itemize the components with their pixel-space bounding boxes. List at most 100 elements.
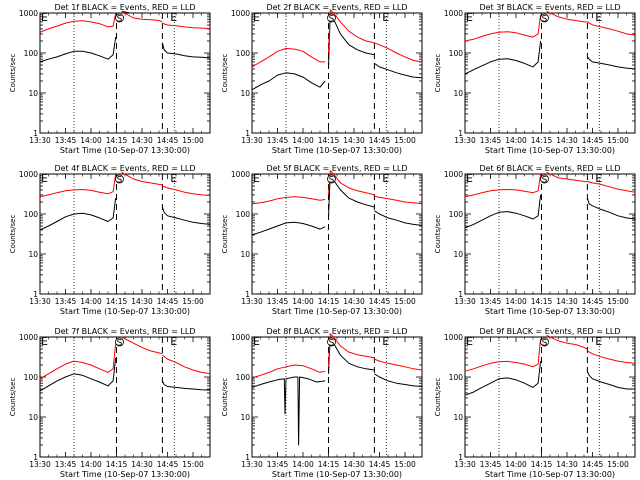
y-axis-label: Counts/sec xyxy=(221,378,229,417)
y-tick-label: 10 xyxy=(453,250,463,259)
x-tick-label: 15:00 xyxy=(182,136,204,145)
black-events-series-line xyxy=(39,37,117,63)
x-tick-label: 13:30 xyxy=(454,136,476,145)
x-axis-label: Start Time (10-Sep-07 13:30:00) xyxy=(60,146,190,155)
red-lld-series-line xyxy=(162,185,211,196)
x-tick-label: 15:00 xyxy=(182,297,204,306)
black-events-series-line xyxy=(586,197,636,220)
x-tick-label: 14:30 xyxy=(343,460,365,469)
x-tick-label: 14:15 xyxy=(318,460,340,469)
black-events-series-line xyxy=(464,361,542,396)
chart-panel: Det 7f BLACK = Events, RED = LLD 1 10 100 10… xyxy=(9,327,211,479)
end-interval-e-marker: E xyxy=(382,335,389,348)
black-events-series-line xyxy=(39,198,117,231)
x-tick-label: 13:45 xyxy=(55,297,77,306)
red-lld-series-line xyxy=(464,14,542,42)
start-interval-e-marker: E xyxy=(466,172,473,185)
x-tick-label: 15:00 xyxy=(607,297,629,306)
y-tick-label: 100 xyxy=(449,49,464,58)
x-tick-label: 14:00 xyxy=(292,460,314,469)
y-tick-label: 1000 xyxy=(19,333,38,342)
y-axis-label: Counts/sec xyxy=(9,378,17,417)
y-tick-label: 1000 xyxy=(444,170,463,179)
x-tick-label: 14:15 xyxy=(318,297,340,306)
x-tick-label: 14:00 xyxy=(80,136,102,145)
x-tick-label: 13:45 xyxy=(55,136,77,145)
black-events-series-line xyxy=(251,376,326,446)
plot-frame xyxy=(39,12,211,134)
y-axis-label: Counts/sec xyxy=(221,215,229,254)
x-tick-label: 13:30 xyxy=(454,297,476,306)
y-tick-label: 1000 xyxy=(231,170,250,179)
source-s-marker-circle xyxy=(115,174,124,184)
x-tick-label: 14:30 xyxy=(131,460,153,469)
y-tick-label: 100 xyxy=(236,373,251,382)
black-events-series-line xyxy=(586,56,636,70)
x-axis-label: Start Time (10-Sep-07 13:30:00) xyxy=(485,146,615,155)
y-tick-label: 1 xyxy=(33,129,38,138)
x-tick-label: 14:45 xyxy=(157,460,179,469)
chart-title: Det 7f BLACK = Events, RED = LLD xyxy=(54,327,195,336)
x-axis-label: Start Time (10-Sep-07 13:30:00) xyxy=(272,307,402,316)
x-tick-label: 14:45 xyxy=(369,460,391,469)
x-tick-label: 13:30 xyxy=(29,297,51,306)
y-tick-label: 1 xyxy=(33,453,38,462)
chart-panel: Det 3f BLACK = Events, RED = LLD 1 10 100 10… xyxy=(434,3,636,155)
y-tick-label: 10 xyxy=(240,89,250,98)
black-events-series-line xyxy=(464,40,542,75)
plot-frame xyxy=(39,336,211,458)
x-tick-label: 14:30 xyxy=(343,297,365,306)
end-interval-e-marker: E xyxy=(170,172,177,185)
x-axis-label: Start Time (10-Sep-07 13:30:00) xyxy=(272,146,402,155)
start-interval-e-marker: E xyxy=(41,172,48,185)
chart-title: Det 2f BLACK = Events, RED = LLD xyxy=(266,3,407,12)
chart-title: Det 5f BLACK = Events, RED = LLD xyxy=(266,164,407,173)
x-tick-label: 14:45 xyxy=(157,297,179,306)
x-tick-label: 13:45 xyxy=(480,136,502,145)
x-tick-label: 13:45 xyxy=(267,136,289,145)
chart-panel: Det 2f BLACK = Events, RED = LLD 1 10 100 10… xyxy=(221,3,423,155)
y-tick-label: 1 xyxy=(33,290,38,299)
x-tick-label: 13:30 xyxy=(454,460,476,469)
y-tick-label: 1000 xyxy=(444,333,463,342)
chart-panel: Det 5f BLACK = Events, RED = LLD 1 10 100 10… xyxy=(221,164,423,316)
source-s-marker: S xyxy=(117,176,123,186)
end-interval-e-marker: E xyxy=(595,172,602,185)
y-tick-label: 100 xyxy=(236,49,251,58)
chart-title: Det 1f BLACK = Events, RED = LLD xyxy=(54,3,195,12)
y-tick-label: 1 xyxy=(458,129,463,138)
black-events-series-line xyxy=(161,380,211,391)
plot-frame xyxy=(464,12,636,134)
x-tick-label: 14:15 xyxy=(531,460,553,469)
x-tick-label: 14:30 xyxy=(131,297,153,306)
y-tick-label: 1000 xyxy=(231,333,250,342)
x-tick-label: 14:45 xyxy=(582,460,604,469)
red-lld-series-line xyxy=(121,336,163,355)
black-events-series-line xyxy=(586,371,635,390)
x-tick-label: 13:30 xyxy=(241,297,263,306)
y-axis-label: Counts/sec xyxy=(221,54,229,93)
red-lld-series-line xyxy=(374,42,423,63)
source-s-marker: S xyxy=(329,15,335,25)
x-axis-label: Start Time (10-Sep-07 13:30:00) xyxy=(60,307,190,316)
source-s-marker-circle xyxy=(115,13,124,23)
y-tick-label: 1000 xyxy=(444,9,463,18)
x-tick-label: 14:45 xyxy=(369,136,391,145)
y-tick-label: 10 xyxy=(240,413,250,422)
y-tick-label: 1000 xyxy=(19,170,38,179)
y-tick-label: 1 xyxy=(245,453,250,462)
x-tick-label: 14:00 xyxy=(80,460,102,469)
y-tick-label: 10 xyxy=(453,413,463,422)
plot-frame xyxy=(251,173,423,295)
y-axis-label: Counts/sec xyxy=(9,54,17,93)
y-tick-label: 10 xyxy=(28,89,38,98)
start-interval-e-marker: E xyxy=(466,335,473,348)
source-s-marker-circle xyxy=(327,174,336,184)
source-s-marker-circle xyxy=(540,13,549,23)
x-tick-label: 14:30 xyxy=(343,136,365,145)
red-lld-series-line xyxy=(374,358,423,371)
start-interval-e-marker: E xyxy=(41,11,48,24)
end-interval-e-marker: E xyxy=(595,11,602,24)
source-s-marker: S xyxy=(542,339,548,349)
black-events-series-line xyxy=(374,373,423,387)
